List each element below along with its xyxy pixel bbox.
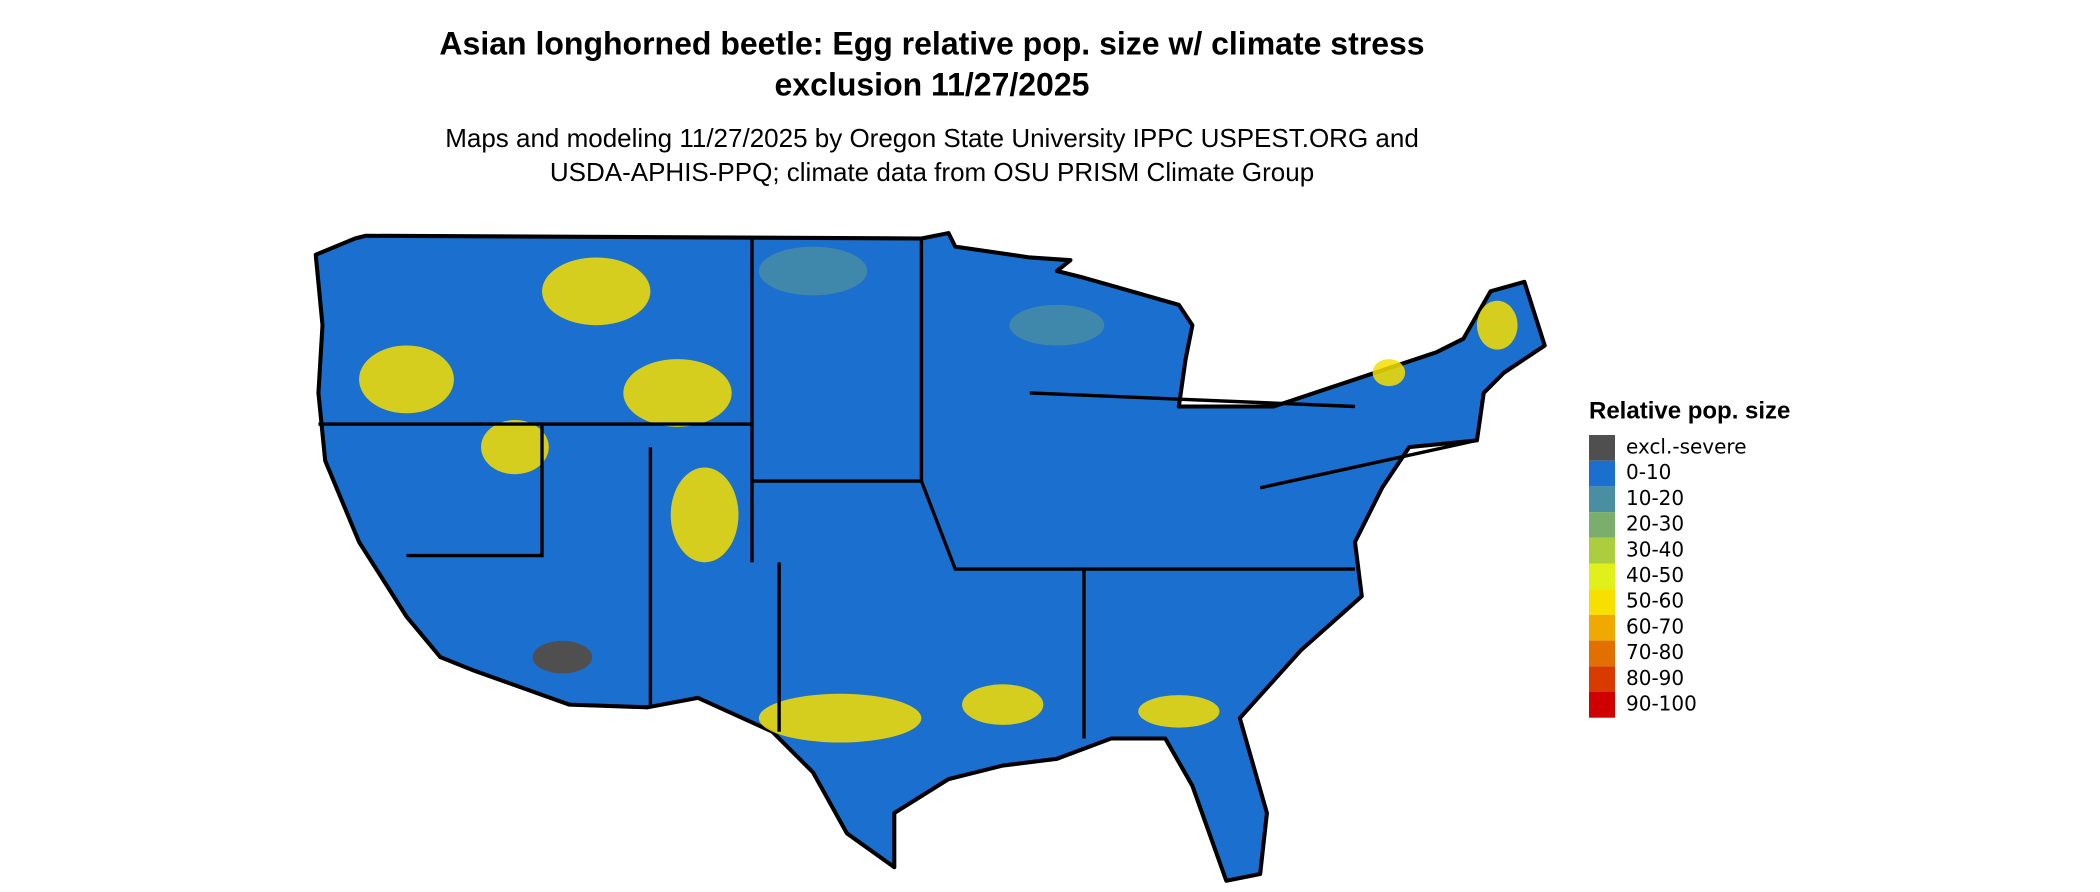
us-outline [313, 231, 1547, 883]
title: Asian longhorned beetle: Egg relative po… [439, 25, 1424, 61]
subtitle: Maps and modeling 11/27/2025 by Oregon S… [445, 123, 1419, 153]
legend-label: 80-90 [1626, 666, 1684, 690]
legend-swatch [1589, 563, 1615, 590]
legend-label: 60-70 [1626, 614, 1684, 638]
exclusion-patch [532, 640, 593, 674]
legend-label: 20-30 [1626, 512, 1684, 536]
title: exclusion 11/27/2025 [775, 66, 1090, 102]
legend-label: 70-80 [1626, 640, 1684, 664]
legend-label: 0-10 [1626, 460, 1671, 484]
legend-label: 40-50 [1626, 563, 1684, 587]
legend-swatch [1589, 435, 1615, 461]
cooler-patches [758, 246, 1105, 346]
legend-label: 90-100 [1626, 692, 1697, 716]
legend-label: 30-40 [1626, 537, 1684, 561]
legend-swatch [1589, 640, 1615, 667]
legend-label: 10-20 [1626, 486, 1684, 510]
legend-swatch [1589, 589, 1615, 615]
habitat-patches [359, 257, 1518, 743]
legend-swatch [1589, 692, 1615, 718]
legend-swatch [1589, 460, 1615, 487]
legend-swatch [1589, 614, 1615, 641]
legend-swatch [1589, 666, 1615, 692]
subtitle: USDA-APHIS-PPQ; climate data from OSU PR… [550, 157, 1314, 187]
legend-label: 50-60 [1626, 589, 1684, 613]
us-map [313, 231, 1547, 883]
legend-title: Relative pop. size [1589, 397, 1790, 424]
legend-label: excl.-severe [1626, 435, 1747, 459]
legend-swatch [1589, 537, 1615, 564]
legend-swatch [1589, 486, 1615, 513]
legend-swatch [1589, 512, 1615, 538]
state-lines [318, 238, 1478, 739]
